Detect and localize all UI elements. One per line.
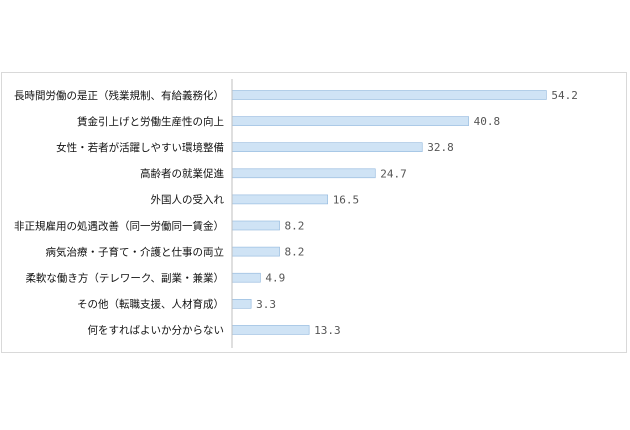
value-label: 13.3 bbox=[314, 324, 341, 337]
category-label: 非正規雇用の処遇改善（同一労働同一賃金） bbox=[14, 219, 224, 232]
bar bbox=[231, 116, 469, 126]
category-label: 高齢者の就業促進 bbox=[140, 167, 224, 180]
bar bbox=[231, 220, 280, 231]
value-label: 54.2 bbox=[551, 89, 578, 102]
category-label: 女性・若者が活躍しやすい環境整備 bbox=[56, 141, 224, 154]
bar bbox=[231, 272, 261, 283]
bar bbox=[231, 90, 547, 100]
value-label: 32.8 bbox=[427, 141, 454, 154]
bar bbox=[231, 168, 376, 179]
bar bbox=[231, 142, 423, 152]
category-label: 柔軟な働き方（テレワーク、副業・兼業） bbox=[25, 272, 224, 285]
category-label: 外国人の受入れ bbox=[151, 194, 225, 206]
category-label: 何をすればよいか分からない bbox=[88, 324, 225, 337]
value-label: 8.2 bbox=[285, 220, 305, 233]
value-label: 40.8 bbox=[474, 115, 501, 128]
category-label: 病気治療・子育て・介護と仕事の両立 bbox=[46, 245, 225, 258]
chart-frame: 長時間労働の是正（残業規制、有給義務化） 54.2 賃金引上げと労働生産性の向上 40… bbox=[1, 72, 627, 353]
value-label: 16.5 bbox=[333, 193, 360, 206]
category-label: 長時間労働の是正（残業規制、有給義務化） bbox=[14, 89, 224, 102]
bar bbox=[231, 194, 328, 205]
labels-layer: 長時間労働の是正（残業規制、有給義務化） 54.2 賃金引上げと労働生産性の向上 40… bbox=[14, 89, 578, 337]
value-label: 3.3 bbox=[256, 298, 276, 311]
category-label: 賃金引上げと労働生産性の向上 bbox=[77, 115, 224, 128]
bars-layer bbox=[231, 90, 547, 335]
value-label: 24.7 bbox=[380, 167, 407, 180]
bar bbox=[231, 325, 310, 335]
bar bbox=[231, 246, 280, 257]
category-label: その他（転職支援、人材育成） bbox=[77, 298, 224, 311]
value-label: 4.9 bbox=[265, 272, 285, 285]
bar-chart: 長時間労働の是正（残業規制、有給義務化） 54.2 賃金引上げと労働生産性の向上 40… bbox=[14, 79, 578, 348]
bar bbox=[231, 299, 252, 309]
value-label: 8.2 bbox=[285, 246, 305, 259]
